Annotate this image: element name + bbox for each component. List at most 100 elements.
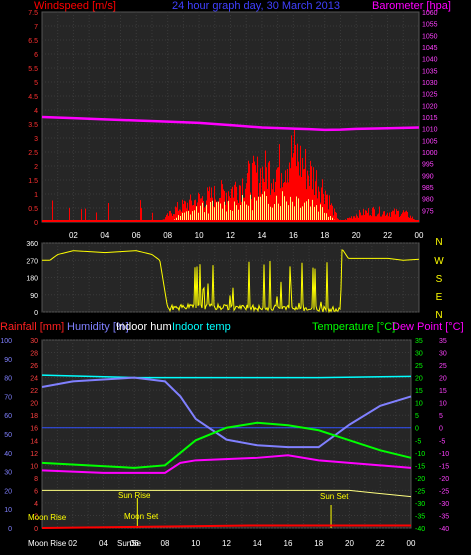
compass-label: S [436,274,443,285]
wind-y-tick-label: 2 [34,164,38,171]
temp-x-tick-label: 22 [376,539,385,548]
compass-label: E [436,292,443,303]
barometer-tick-label: 975 [422,208,434,215]
wind-y-tick-label: 5.5 [28,66,38,73]
barometer-tick-label: 1030 [422,80,438,87]
barometer-label: Barometer [hpa] [372,0,451,12]
wind-y-tick-label: 4 [34,108,38,115]
wind-y-tick-label: 6.5 [28,38,38,45]
rain-tick-label: 30 [30,338,38,345]
barometer-tick-label: 1000 [422,150,438,157]
dewpoint-line [41,454,412,474]
temperature-tick-label: -10 [415,451,425,458]
wind-y-tick-label: 7 [34,24,38,31]
direction-tick-label: 270 [26,258,38,265]
barometer-tick-label: 980 [422,197,434,204]
dewpoint-tick-label: -40 [439,526,449,533]
indoor-hum-label: Indoor hum [116,321,172,333]
humidity-tick-label: 0 [8,526,12,533]
temperature-tick-label: -15 [415,463,425,470]
wind-x-tick-label: 02 [69,231,78,240]
windspeed-label: Windspeed [m/s] [34,0,116,12]
temperature-tick-label: 20 [415,376,423,383]
temp-x-tick-label: 06 [130,539,139,548]
temp-x-tick-label: 20 [345,539,354,548]
rain-tick-label: 12 [30,451,38,458]
temp-x-tick-label: 00 [407,539,416,548]
rain-tick-label: 14 [30,438,38,445]
barometer-tick-label: 1015 [422,115,438,122]
barometer-tick-label: 1025 [422,92,438,99]
temp-x-tick-label: 08 [161,539,170,548]
rain-tick-label: 22 [30,388,38,395]
sun-rise-label-bottom: SunSe [117,539,142,548]
dewpoint-tick-label: 20 [439,376,447,383]
rain-tick-label: 26 [30,363,38,370]
temperature-tick-label: 25 [415,363,423,370]
indoor-hum-line [42,489,412,498]
barometer-line [41,115,420,132]
humidity-tick-label: 40 [4,451,12,458]
rain-tick-label: 16 [30,426,38,433]
temp-x-tick-label: 10 [191,539,200,548]
wind-x-tick-label: 20 [352,231,361,240]
sun-set-label: Sun Set [320,492,349,501]
wind-y-tick-label: 3.5 [28,122,38,129]
humidity-line [41,376,412,449]
humidity-tick-label: 30 [4,470,12,477]
wind-y-tick-label: 2.5 [28,150,38,157]
rain-tick-label: 8 [34,476,38,483]
dewpoint-label: Dew Point [°C] [392,321,464,333]
moon-rise-label-bottom: Moon Rise [28,539,67,548]
barometer-tick-label: 1060 [422,10,438,17]
temperature-tick-label: 30 [415,351,423,358]
dewpoint-tick-label: 35 [439,338,447,345]
dewpoint-tick-label: -20 [439,476,449,483]
rain-tick-label: 4 [34,501,38,508]
humidity-tick-label: 20 [4,488,12,495]
wind-x-tick-label: 10 [195,231,204,240]
dewpoint-tick-label: -15 [439,463,449,470]
wind-x-tick-label: 14 [257,231,266,240]
wind-y-tick-label: 1.5 [28,178,38,185]
dewpoint-tick-label: -5 [439,438,445,445]
rain-tick-label: 0 [34,526,38,533]
wind-x-tick-label: 12 [226,231,235,240]
chart-title: 24 hour graph day, 30 March 2013 [172,0,340,12]
temperature-tick-label: 0 [415,426,419,433]
temp-x-tick-label: 04 [99,539,108,548]
moon-set-label: Moon Set [124,512,159,521]
temperature-tick-label: 10 [415,401,423,408]
rain-tick-label: 18 [30,413,38,420]
temperature-tick-label: -35 [415,513,425,520]
wind-y-tick-label: 6 [34,52,38,59]
temperature-tick-label: -40 [415,526,425,533]
humidity-tick-label: 80 [4,376,12,383]
dewpoint-tick-label: 10 [439,401,447,408]
humidity-tick-label: 90 [4,357,12,364]
dewpoint-tick-label: 25 [439,363,447,370]
wind-y-tick-label: 4.5 [28,94,38,101]
barometer-tick-label: 1020 [422,103,438,110]
barometer-tick-label: 1005 [422,138,438,145]
barometer-tick-label: 1040 [422,57,438,64]
barometer-tick-label: 1035 [422,68,438,75]
temperature-tick-label: -25 [415,488,425,495]
indoor-temp-line [41,374,412,379]
rainfall-label: Rainfall [mm] [0,321,65,333]
wind-y-tick-label: 0 [34,220,38,227]
dewpoint-tick-label: -35 [439,513,449,520]
temp-x-tick-label: 14 [253,539,262,548]
dewpoint-tick-label: 0 [439,426,443,433]
wind-x-tick-label: 18 [320,231,329,240]
wind-x-tick-label: 16 [289,231,298,240]
rain-tick-label: 10 [30,463,38,470]
temperature-tick-label: -20 [415,476,425,483]
barometer-tick-label: 995 [422,162,434,169]
sun-rise-label-top: Sun Rise [118,491,151,500]
barometer-tick-label: 1045 [422,45,438,52]
humidity-tick-label: 50 [4,432,12,439]
rain-tick-label: 2 [34,513,38,520]
wind-x-tick-label: 04 [100,231,109,240]
